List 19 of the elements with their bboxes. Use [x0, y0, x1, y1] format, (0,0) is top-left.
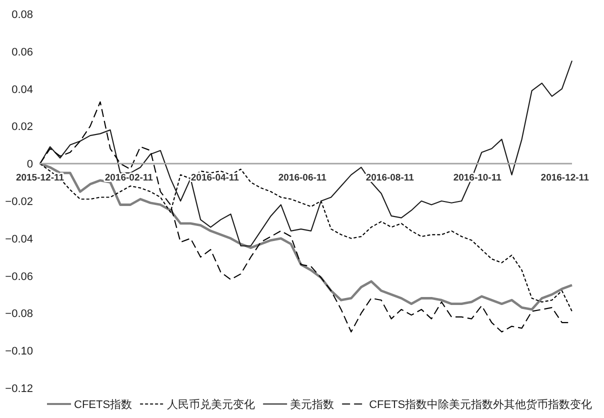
y-tick-label: −0.08: [5, 308, 33, 320]
y-tick-label: −0.02: [5, 196, 33, 208]
y-tick-label: 0: [26, 158, 33, 171]
y-tick-label: −0.06: [5, 270, 33, 283]
x-tick-label: 2016-12-11: [540, 172, 590, 184]
x-tick-label: 2016-02-11: [104, 172, 154, 184]
legend-label: CFETS指数中除美元指数外其他货币指数变化: [369, 398, 592, 411]
y-tick-label: −0.10: [5, 346, 33, 358]
y-tick-label: 0.04: [12, 84, 33, 96]
x-tick-label: 2015-12-11: [16, 172, 65, 184]
legend-label: 美元指数: [290, 398, 334, 411]
legend-label: 人民币兑美元变化: [167, 398, 256, 411]
y-tick-label: −0.12: [5, 383, 33, 395]
y-tick-label: 0.08: [12, 9, 33, 21]
y-tick-label: 0.06: [12, 46, 33, 58]
y-tick-label: 0.02: [12, 121, 33, 134]
legend-label: CFETS指数: [74, 399, 132, 411]
y-tick-label: −0.04: [5, 233, 33, 246]
x-tick-label: 2016-06-11: [278, 172, 328, 184]
